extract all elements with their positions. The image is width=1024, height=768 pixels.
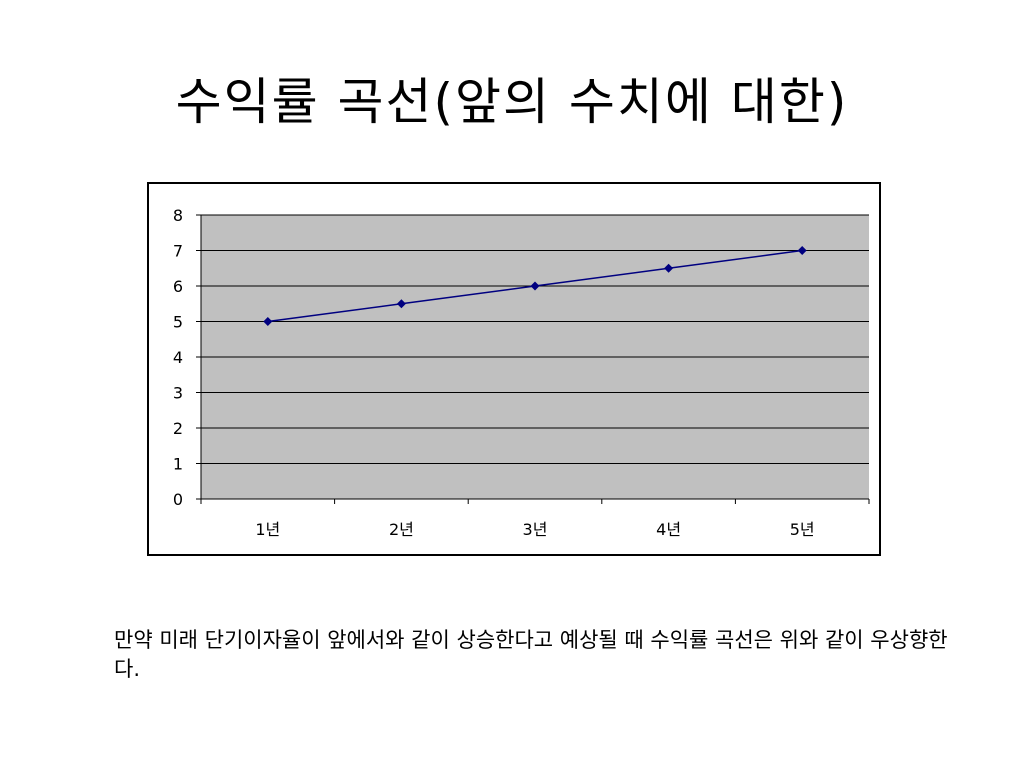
y-tick-label: 2 — [173, 419, 183, 438]
x-tick-label: 4년 — [656, 520, 681, 539]
x-tick-label: 3년 — [523, 520, 548, 539]
y-tick-label: 5 — [173, 313, 183, 332]
line-chart: 0 1 2 3 4 5 6 7 8 1년 2년 3년 4년 5년 — [173, 206, 870, 539]
y-tick-label: 3 — [173, 384, 183, 403]
x-tick-label: 1년 — [255, 520, 280, 539]
y-tick-label: 1 — [173, 455, 183, 474]
x-tick-label: 2년 — [389, 520, 414, 539]
y-tick-label: 4 — [173, 348, 183, 367]
data-point — [396, 299, 406, 309]
slide-title: 수익률 곡선(앞의 수치에 대한) — [175, 73, 849, 131]
data-point — [530, 281, 540, 291]
slide-body-text: 만약 미래 단기이자율이 앞에서와 같이 상승한다고 예상될 때 수익률 곡선은… — [114, 628, 948, 681]
data-point — [664, 263, 674, 273]
y-tick-label: 8 — [173, 206, 183, 225]
data-point — [797, 246, 807, 255]
y-tick-label: 7 — [173, 242, 183, 261]
x-tick-label: 5년 — [790, 520, 815, 539]
y-tick-label: 0 — [173, 490, 183, 509]
y-tick-label: 6 — [173, 277, 183, 296]
chart-frame: 0 1 2 3 4 5 6 7 8 1년 2년 3년 4년 5년 — [147, 182, 881, 556]
data-point — [263, 317, 273, 326]
